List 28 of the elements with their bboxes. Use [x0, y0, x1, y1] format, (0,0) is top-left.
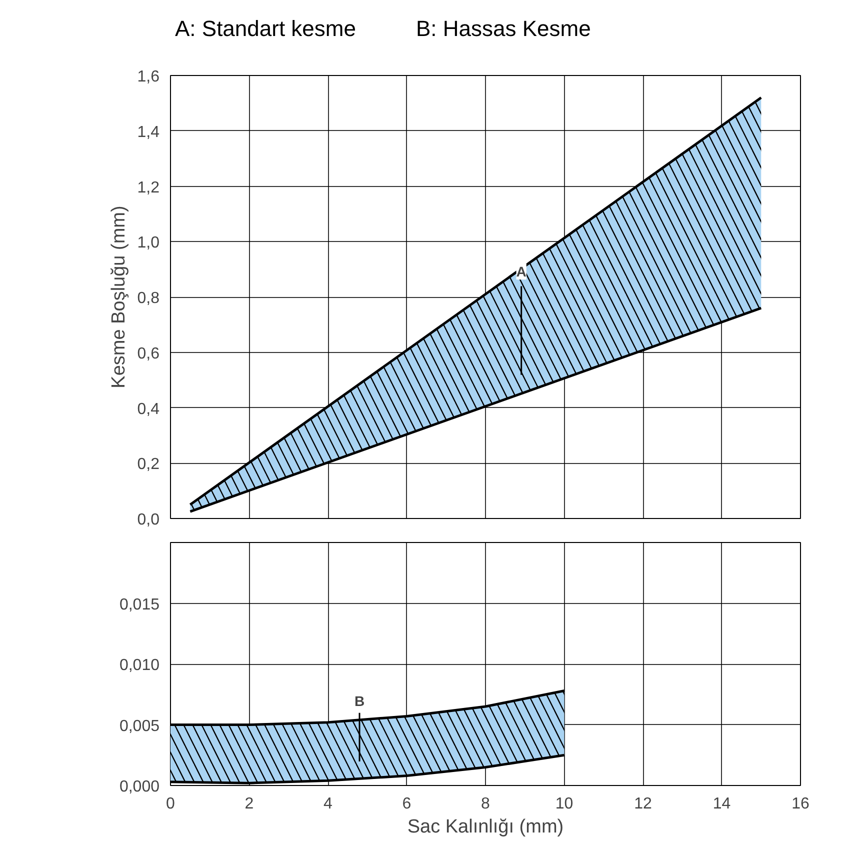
text: B: Hassas Kesme [416, 16, 591, 41]
y-tick-label: 1,6 [137, 68, 160, 86]
y-tick-label: 0,4 [137, 400, 160, 418]
x-tick-label: 4 [324, 796, 333, 812]
x-tick-label: 2 [244, 796, 254, 812]
y-tick-label: 0,010 [119, 657, 160, 674]
annotation: A [516, 264, 526, 280]
y-tick-label: 1,4 [137, 124, 160, 141]
x-tick-label: 16 [792, 796, 810, 812]
x-axis-title: Sac Kalınlığı (mm) [407, 816, 564, 838]
y-tick-label: 0,2 [137, 456, 160, 474]
x-tick-label: 6 [402, 796, 412, 812]
text: A: Standart kesme [175, 16, 356, 41]
y-tick-label: 0,6 [137, 345, 160, 362]
y-axis-title: Kesme Boşluğu (mm) [108, 206, 130, 388]
x-tick-label: 8 [481, 796, 490, 812]
x-tick-label: 0 [166, 796, 176, 812]
y-tick-label: 0,015 [119, 596, 160, 614]
y-tick-label: 0,000 [119, 778, 160, 796]
y-tick-label: 1,2 [137, 179, 160, 196]
y-tick-label: 1,0 [137, 234, 160, 252]
y-tick-label: 0,8 [137, 290, 160, 307]
y-tick-label: 0,005 [119, 718, 160, 735]
y-tick-label: 0,0 [137, 512, 160, 528]
annotation: B [354, 693, 365, 710]
x-tick-label: 14 [712, 796, 731, 812]
x-tick-label: 12 [634, 796, 652, 812]
x-tick-label: 10 [555, 796, 574, 812]
